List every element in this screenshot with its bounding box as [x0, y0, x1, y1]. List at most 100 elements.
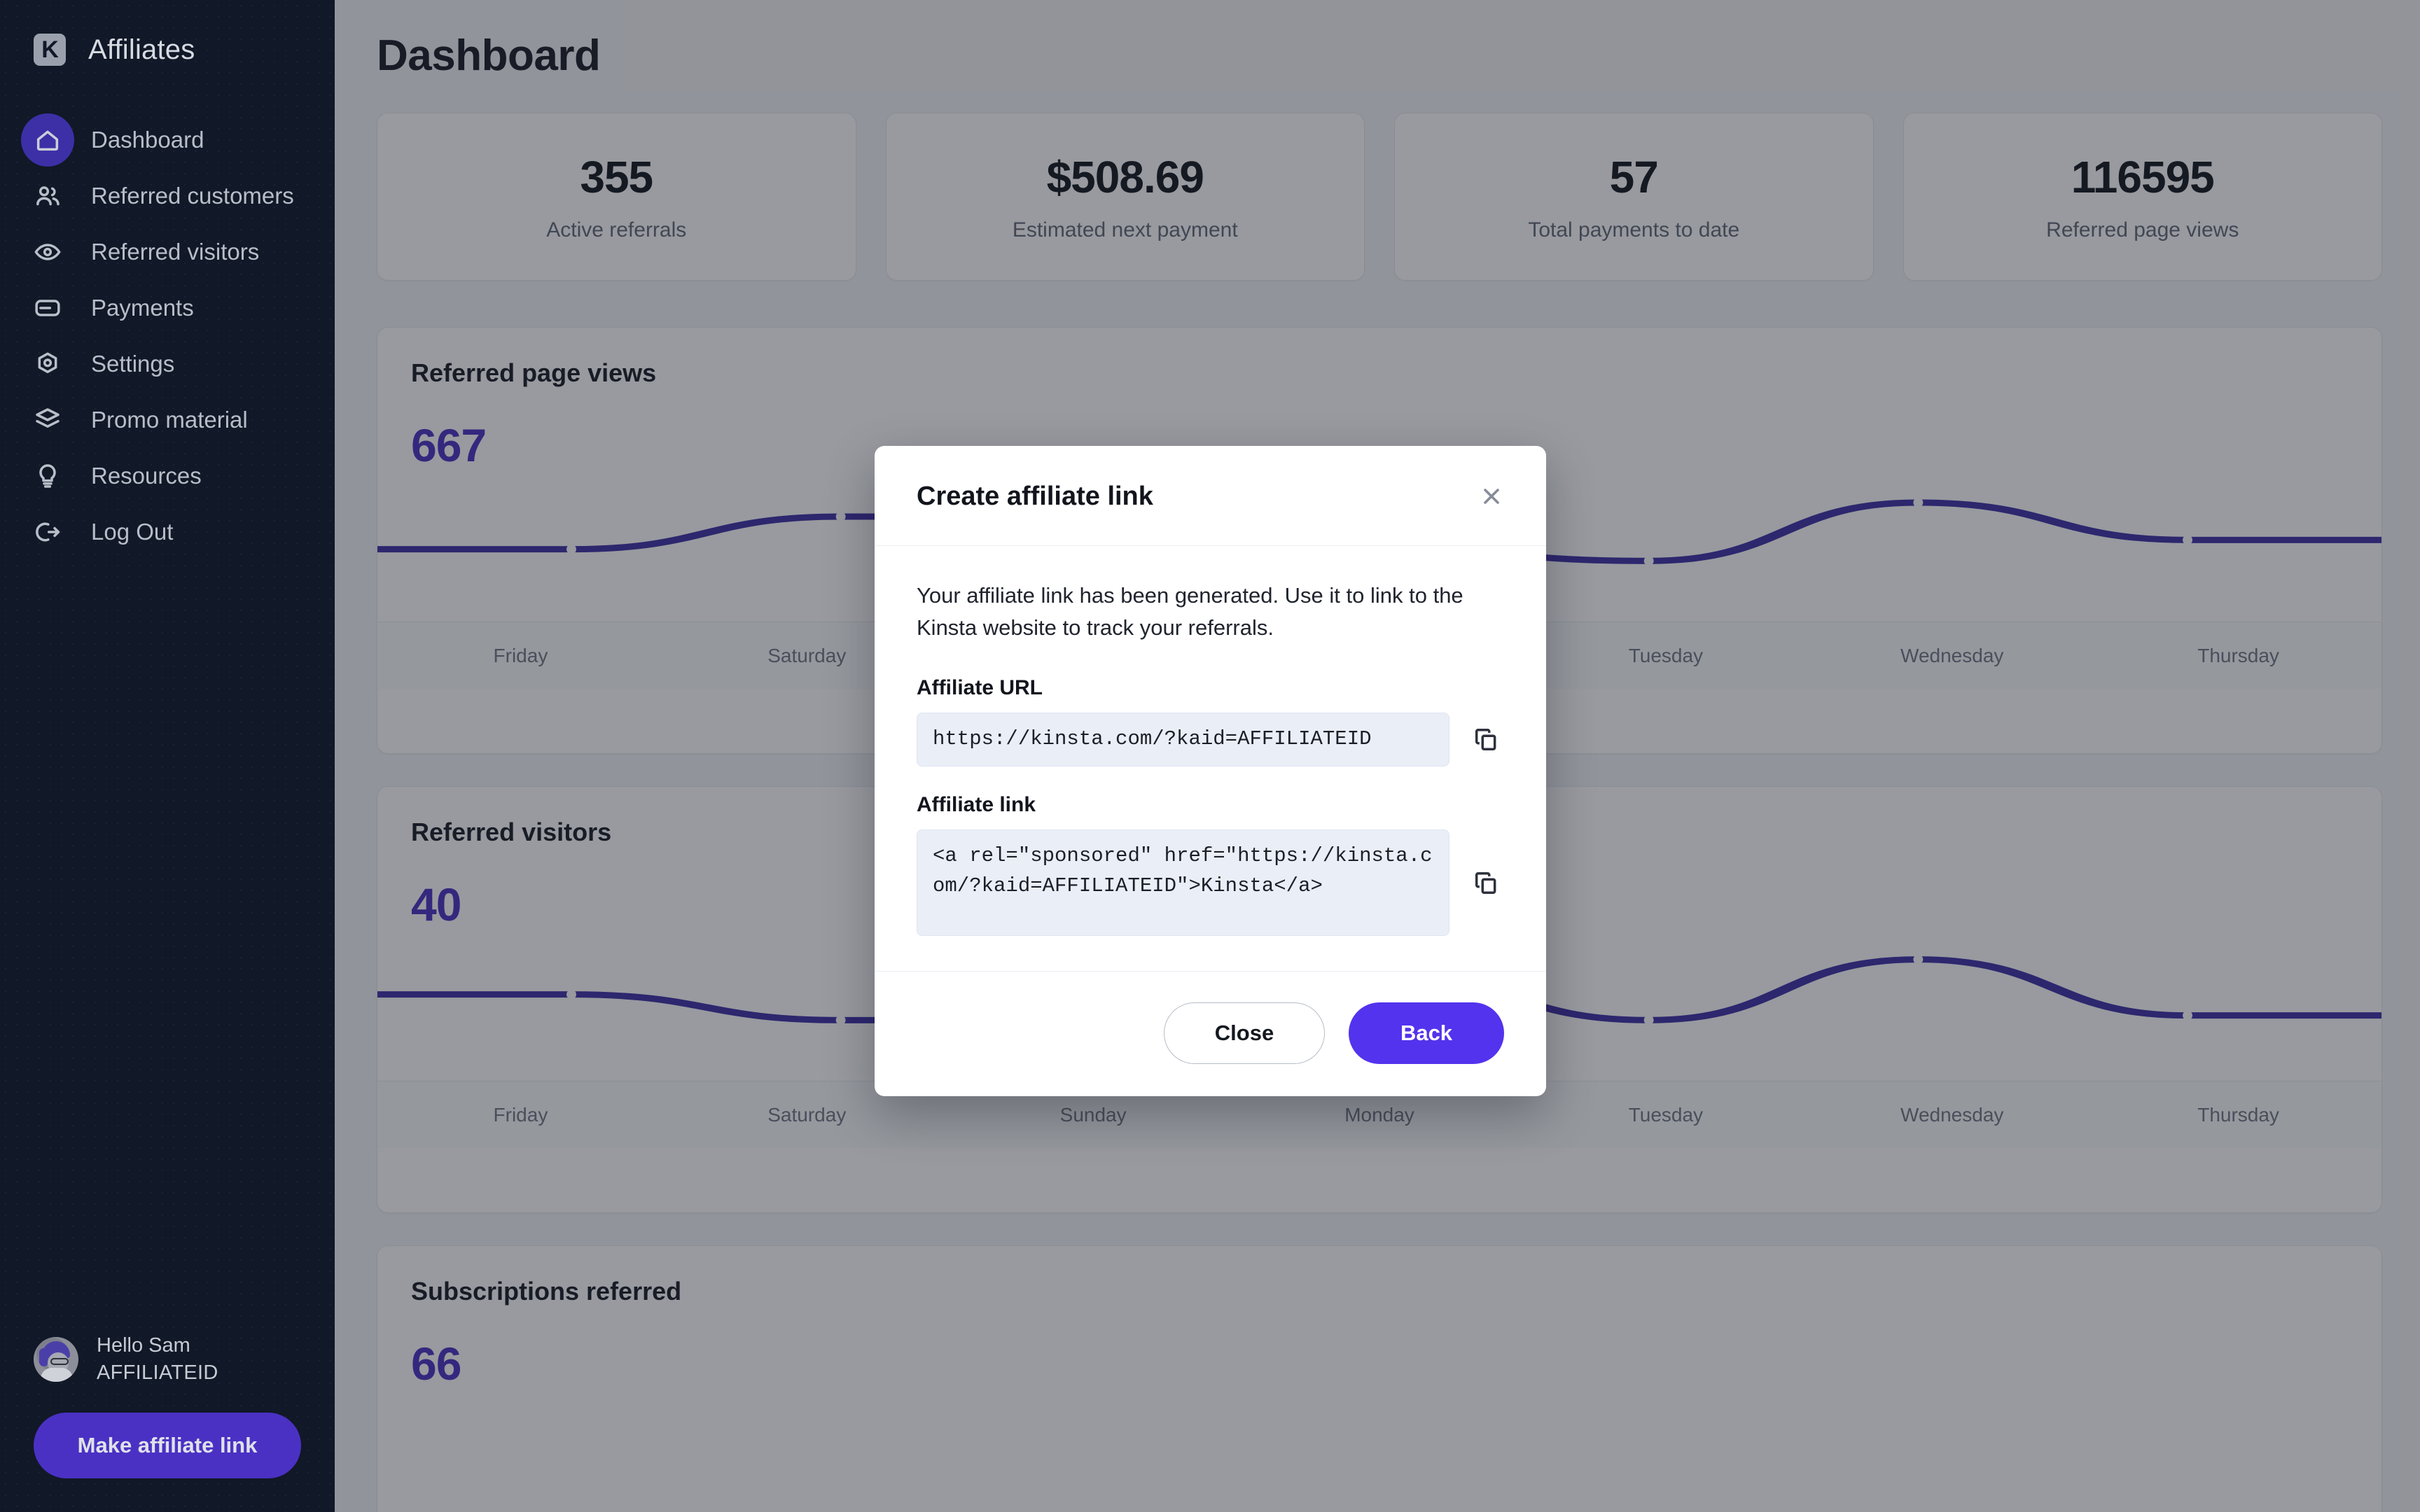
sidebar-item-label: Resources: [91, 463, 202, 489]
create-affiliate-link-modal: Create affiliate link Your affiliate lin…: [875, 446, 1546, 1096]
affiliate-link-label: Affiliate link: [917, 792, 1036, 816]
chart-data-point[interactable]: [1913, 498, 1924, 507]
chart-header: Referred visitors 40: [377, 787, 2381, 931]
close-button[interactable]: Close: [1164, 1002, 1325, 1064]
sidebar-item-label: Referred visitors: [91, 239, 260, 265]
modal-description: Your affiliate link has been generated. …: [917, 583, 1463, 640]
stat-card-total-payments-to-date: 57 Total payments to date: [1394, 113, 1874, 281]
sidebar-item-label: Settings: [91, 351, 175, 377]
x-axis-tick-label: Wednesday: [1900, 644, 2004, 666]
brand-name: Affiliates: [88, 34, 195, 65]
sidebar-item-dashboard[interactable]: Dashboard: [0, 112, 335, 168]
affiliate-link-row: <a rel="sponsored" href="https://kinsta.…: [917, 829, 1504, 936]
x-axis-tick-label: Tuesday: [1628, 1103, 1704, 1126]
make-affiliate-link-button[interactable]: Make affiliate link: [34, 1413, 301, 1478]
user-text: Hello Sam AFFILIATEID: [97, 1332, 218, 1386]
chart-total: 40: [411, 878, 461, 930]
stat-value: $508.69: [1046, 152, 1204, 202]
chart-data-point[interactable]: [2183, 1010, 2192, 1021]
back-button[interactable]: Back: [1349, 1002, 1504, 1064]
sidebar-footer: Hello Sam AFFILIATEID Make affiliate lin…: [0, 1332, 335, 1512]
users-icon: [21, 169, 74, 223]
stat-card-referred-page-views: 116595 Referred page views: [1903, 113, 2382, 281]
chart-title: Referred visitors: [411, 818, 612, 846]
stat-card-estimated-next-payment: $508.69 Estimated next payment: [885, 113, 1365, 281]
chart-data-point[interactable]: [566, 544, 576, 554]
chart-data-point[interactable]: [1643, 1015, 1654, 1026]
kinsta-logo-icon: K: [34, 34, 66, 66]
stat-value: 116595: [2071, 152, 2215, 202]
sidebar-item-log-out[interactable]: Log Out: [0, 504, 335, 560]
chart-total: 667: [411, 419, 487, 471]
logout-icon: [21, 505, 74, 559]
stat-label: Total payments to date: [1528, 218, 1740, 241]
chart-total: 66: [411, 1338, 461, 1390]
affiliate-url-label: Affiliate URL: [917, 676, 1043, 699]
stat-label: Active referrals: [546, 218, 687, 241]
sidebar-item-label: Payments: [91, 295, 194, 321]
chart-data-point[interactable]: [1913, 954, 1924, 965]
x-axis-tick-label: Friday: [493, 1103, 548, 1126]
page-title: Dashboard: [377, 31, 601, 80]
stat-label: Estimated next payment: [1012, 218, 1238, 241]
chart-data-point[interactable]: [835, 1015, 846, 1026]
sidebar-item-referred-visitors[interactable]: Referred visitors: [0, 224, 335, 280]
modal-title: Create affiliate link: [917, 481, 1153, 511]
modal-header: Create affiliate link: [875, 446, 1546, 546]
sidebar-item-settings[interactable]: Settings: [0, 336, 335, 392]
modal-footer: Close Back: [875, 970, 1546, 1096]
sidebar-item-promo-material[interactable]: Promo material: [0, 392, 335, 448]
x-axis-tick-label: Thursday: [2197, 644, 2279, 666]
chart-data-point[interactable]: [2183, 535, 2192, 545]
x-axis-tick-label: Sunday: [1059, 1103, 1127, 1126]
chart-card-subscriptions-referred: Subscriptions referred 66: [377, 1245, 2382, 1512]
x-axis-tick-label: Monday: [1344, 1103, 1414, 1126]
chart-header: Referred page views 667: [377, 328, 2381, 472]
user-affiliate-id: AFFILIATEID: [97, 1361, 218, 1384]
stat-value: 57: [1609, 152, 1659, 202]
brand: K Affiliates: [0, 0, 335, 66]
sidebar: K Affiliates Dashboard Referred customer…: [0, 0, 335, 1512]
affiliate-url-field[interactable]: https://kinsta.com/?kaid=AFFILIATEID: [917, 712, 1449, 766]
gear-icon: [21, 337, 74, 391]
affiliate-link-field[interactable]: <a rel="sponsored" href="https://kinsta.…: [917, 829, 1449, 936]
sidebar-item-label: Dashboard: [91, 127, 204, 153]
copy-icon[interactable]: [1468, 864, 1504, 901]
chart-title: Subscriptions referred: [411, 1277, 682, 1306]
stat-label: Referred page views: [2046, 218, 2239, 241]
x-axis-tick-label: Saturday: [767, 1103, 847, 1126]
stat-card-row: 355 Active referrals $508.69 Estimated n…: [377, 113, 2382, 281]
user-greeting: Hello Sam: [97, 1334, 190, 1357]
close-icon[interactable]: [1473, 478, 1510, 514]
x-axis-tick-label: Friday: [493, 644, 548, 666]
card-icon: [21, 281, 74, 335]
avatar: [34, 1336, 78, 1382]
modal-body: Your affiliate link has been generated. …: [875, 546, 1546, 971]
stat-value: 355: [580, 152, 653, 202]
sidebar-item-resources[interactable]: Resources: [0, 448, 335, 504]
stat-card-active-referrals: 355 Active referrals: [377, 113, 856, 281]
x-axis-tick-label: Wednesday: [1900, 1103, 2004, 1126]
chart-data-point[interactable]: [835, 512, 846, 522]
sidebar-item-referred-customers[interactable]: Referred customers: [0, 168, 335, 224]
eye-icon: [21, 225, 74, 279]
user-block[interactable]: Hello Sam AFFILIATEID: [34, 1332, 301, 1386]
chart-data-point[interactable]: [566, 989, 576, 1000]
chart-data-point[interactable]: [1643, 556, 1654, 566]
sidebar-nav: Dashboard Referred customers Referred vi…: [0, 112, 335, 560]
x-axis-tick-label: Thursday: [2197, 1103, 2279, 1126]
chart-title: Referred page views: [411, 358, 657, 387]
affiliate-url-row: https://kinsta.com/?kaid=AFFILIATEID: [917, 712, 1504, 766]
sidebar-item-label: Referred customers: [91, 183, 294, 209]
sidebar-item-payments[interactable]: Payments: [0, 280, 335, 336]
lightbulb-icon: [21, 449, 74, 503]
sidebar-item-label: Promo material: [91, 407, 248, 433]
copy-icon[interactable]: [1468, 721, 1504, 757]
x-axis-tick-label: Tuesday: [1628, 644, 1704, 666]
x-axis-tick-label: Saturday: [767, 644, 847, 666]
layers-icon: [21, 393, 74, 447]
chart-header: Subscriptions referred 66: [377, 1246, 2381, 1390]
sidebar-item-label: Log Out: [91, 519, 174, 545]
home-icon: [21, 113, 74, 167]
